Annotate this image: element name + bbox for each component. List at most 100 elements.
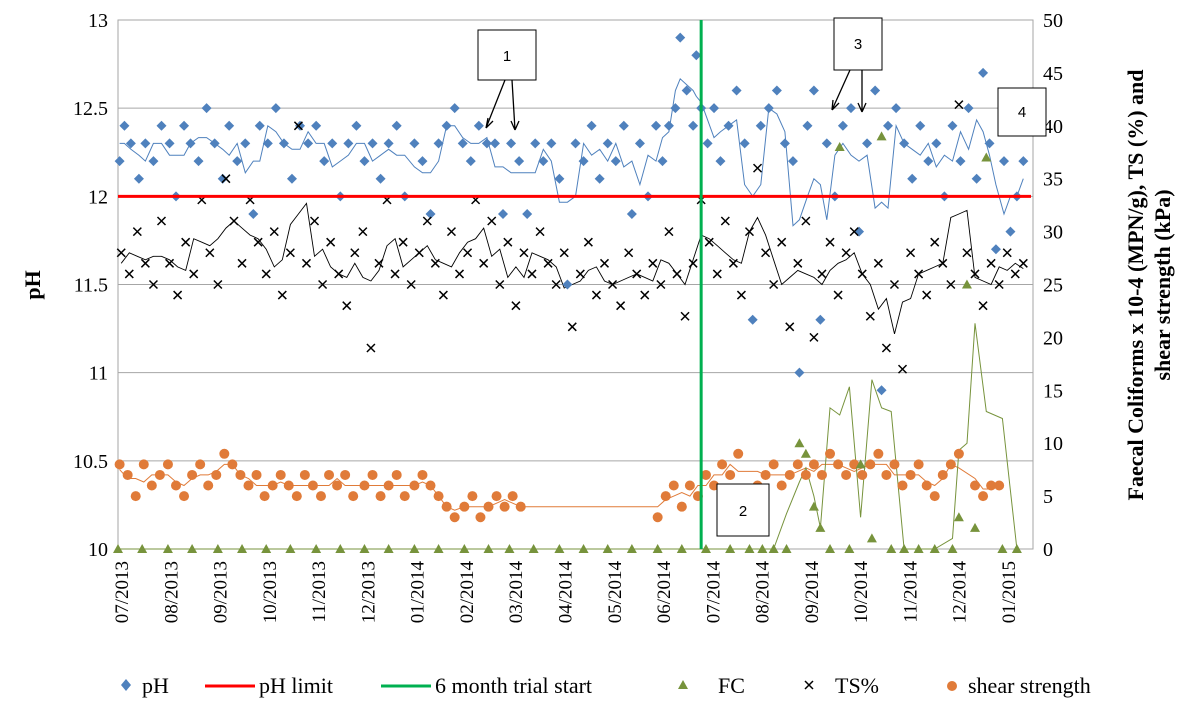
ts-point	[1018, 258, 1028, 268]
series-fc	[113, 131, 1022, 553]
legend-shear-marker	[947, 681, 957, 691]
ph-point	[417, 156, 428, 167]
shear-point	[348, 491, 359, 502]
x-tick-label: 04/2014	[556, 561, 577, 624]
ts-point	[640, 290, 650, 300]
svg-text:1: 1	[503, 48, 511, 65]
shear-point	[873, 448, 884, 459]
x-tick-label: 05/2014	[605, 561, 626, 624]
ph-point	[691, 50, 702, 61]
fc-point	[113, 544, 123, 553]
ts-point	[906, 248, 916, 258]
ph-point	[891, 103, 902, 114]
ts-point	[285, 248, 295, 258]
fc-point	[626, 544, 637, 553]
ts-point	[704, 237, 714, 247]
shear-point	[684, 480, 695, 491]
x-tick-label: 01/2015	[999, 561, 1020, 623]
shear-point	[929, 491, 940, 502]
callout-2: 2	[716, 483, 770, 537]
ph-point	[343, 138, 354, 149]
x-tick-label: 06/2014	[654, 561, 675, 624]
ph-point	[870, 85, 881, 96]
fc-point	[528, 544, 539, 553]
ph-point	[224, 120, 235, 131]
ph-point	[522, 208, 533, 219]
fc-point	[335, 544, 346, 553]
shear-point	[652, 512, 663, 523]
ph-point	[1018, 156, 1029, 167]
shear-point	[970, 480, 981, 491]
ts-point	[487, 216, 497, 226]
fc-point	[970, 522, 981, 532]
ph-point	[254, 120, 265, 131]
right-axis-title-line1: Faecal Coliforms x 10-4 (MPN/g), TS (%) …	[1123, 70, 1148, 501]
shear-point	[391, 469, 402, 480]
ts-point	[946, 279, 956, 290]
fc-point	[844, 544, 855, 553]
right-tick-label: 15	[1043, 380, 1063, 402]
ts-point	[173, 290, 183, 300]
ts-point	[342, 301, 352, 311]
ts-point	[366, 343, 376, 353]
shear-point	[291, 491, 302, 502]
fc-point	[886, 544, 897, 553]
series-ts-trend	[120, 202, 1024, 335]
shear-point	[897, 480, 908, 491]
ph-point	[984, 138, 995, 149]
ph-point	[262, 138, 273, 149]
fc-point	[866, 533, 877, 543]
svg-text:4: 4	[1018, 104, 1026, 121]
ts-point	[962, 248, 972, 258]
ph-point	[626, 208, 637, 219]
ph-point	[425, 208, 436, 219]
shear-point	[841, 469, 852, 480]
fc-point	[899, 544, 910, 553]
ts-point	[986, 258, 996, 268]
ph-point	[963, 103, 974, 114]
fc-point	[652, 544, 663, 553]
shear-point	[359, 480, 370, 491]
ts-point	[809, 332, 819, 342]
shear-point	[953, 448, 964, 459]
fc-point	[285, 544, 296, 553]
ph-point	[303, 138, 314, 149]
x-tick-label: 10/2014	[851, 561, 872, 624]
ts-point	[277, 290, 287, 300]
series-fc-trend	[118, 323, 1018, 550]
callout-4: 4	[997, 87, 1047, 137]
callout-1: 1	[477, 29, 537, 131]
fc-point	[359, 544, 370, 553]
shear-point	[449, 512, 460, 523]
shear-point	[475, 512, 486, 523]
ts-point	[398, 237, 408, 247]
fc-point	[383, 544, 394, 553]
x-tick-label: 11/2014	[900, 561, 921, 623]
shear-point	[768, 459, 779, 470]
fc-point	[1011, 544, 1022, 553]
shear-point	[433, 491, 444, 502]
shear-point	[515, 501, 526, 512]
x-tick-label: 12/2013	[358, 561, 379, 623]
ph-point	[675, 32, 686, 43]
x-tick-label: 03/2014	[506, 561, 527, 624]
ph-point	[232, 156, 243, 167]
right-axis-ticks: 0 5 10 15 20 25 30 35 40 45 50	[1043, 10, 1063, 561]
shear-point	[441, 501, 452, 512]
ts-point	[801, 216, 811, 226]
ts-point	[430, 258, 440, 268]
shear-point	[383, 480, 394, 491]
ph-point	[554, 173, 565, 184]
fc-point	[554, 544, 565, 553]
x-tick-label: 09/2014	[802, 561, 823, 624]
ts-point	[406, 279, 416, 290]
ts-point	[914, 269, 924, 279]
ts-point	[841, 248, 851, 258]
ph-point	[657, 156, 668, 167]
shear-point	[409, 480, 420, 491]
ts-point	[390, 269, 400, 279]
ts-point	[954, 100, 964, 110]
ph-point	[156, 120, 167, 131]
ph-point	[506, 138, 517, 149]
right-axis-title-line2: shear strength (kPa)	[1150, 189, 1175, 380]
